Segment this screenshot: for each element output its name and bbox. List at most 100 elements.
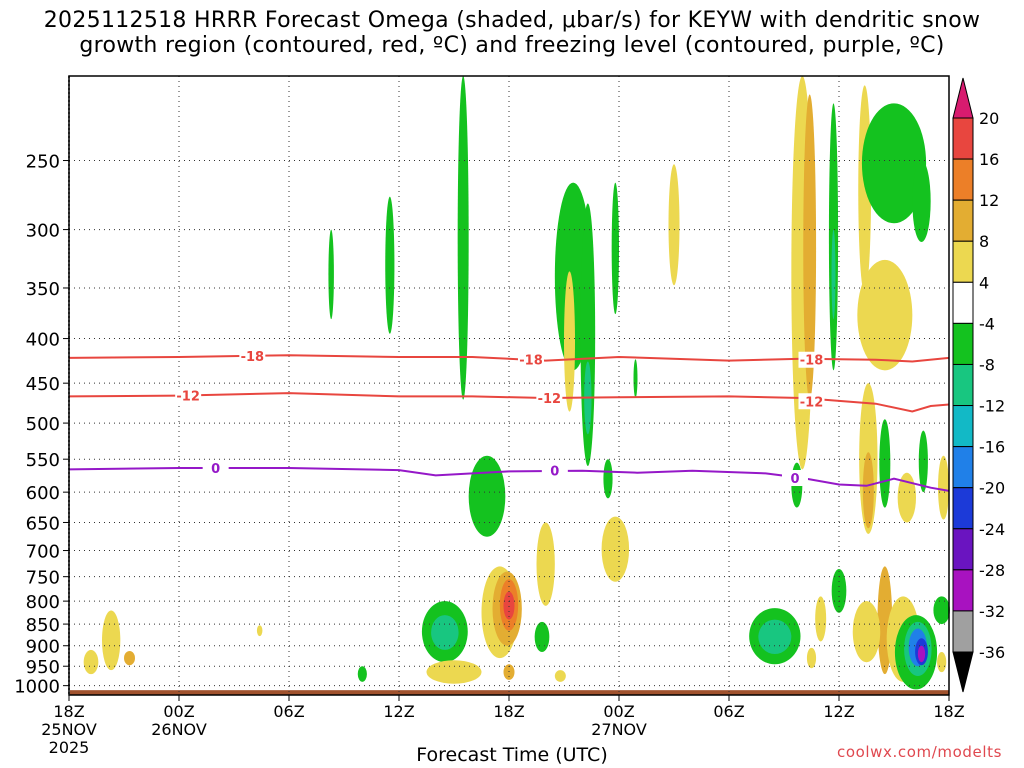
omega-cell-2 — [124, 650, 135, 666]
x-tick-label-0-1: 25NOV — [41, 720, 97, 739]
omega-cell-22 — [564, 271, 575, 412]
y-tick-label-550: 550 — [26, 450, 60, 471]
omega-cell-16 — [536, 522, 555, 606]
x-tick-label-0-2: 2025 — [49, 738, 90, 757]
contour-label-dgz-top-2: -18 — [800, 354, 824, 369]
contour-dgz-top — [68, 354, 950, 363]
contour-label-bg-freezing-level-2 — [782, 469, 808, 486]
omega-cell-24 — [601, 516, 630, 582]
contour-label-dgz-top-0: -18 — [241, 350, 265, 365]
colorbar-label-5: -4 — [979, 314, 995, 333]
omega-cell-55 — [815, 596, 827, 642]
omega-cell-41 — [879, 419, 891, 508]
y-tick-label-450: 450 — [26, 374, 60, 395]
omega-cell-58 — [328, 229, 334, 320]
x-tick-label-48-0: 18Z — [933, 702, 964, 721]
omega-cell-14 — [426, 660, 482, 684]
colorbar-label-4: 4 — [979, 273, 989, 292]
colorbar: 20 16 12 8 4 -4 -8 -12 -16 -20 -24 -28 -32 -36 — [952, 77, 1005, 693]
x-tick-label-18-0: 12Z — [383, 702, 414, 721]
contour-label-dgz-bottom-1: -12 — [538, 392, 562, 407]
colorbar-band-1 — [952, 117, 974, 160]
x-tick-label-0-0: 18Z — [53, 702, 84, 721]
colorbar-label-0: 20 — [979, 109, 999, 128]
colorbar-band-12 — [952, 569, 974, 612]
contour-label-bg-dgz-bottom-2 — [798, 393, 825, 410]
x-tick-label-6-0: 00Z — [163, 702, 194, 721]
chart-title-line-2: growth region (contoured, red, ºC) and f… — [79, 33, 945, 58]
omega-cell-57 — [852, 601, 881, 663]
contour-dgz-bottom — [68, 392, 950, 413]
colorbar-label-1: 16 — [979, 150, 999, 169]
omega-cell-34 — [831, 229, 836, 320]
colorbar-label-13: -36 — [979, 643, 1005, 662]
y-tick-label-300: 300 — [26, 221, 60, 242]
colorbar-band-3 — [952, 199, 974, 242]
omega-cell-52 — [933, 596, 950, 625]
colorbar-label-2: 12 — [979, 191, 999, 210]
y-tick-label-950: 950 — [26, 657, 60, 678]
gridlines — [69, 76, 949, 695]
x-tick-label-30-1: 27NOV — [591, 720, 647, 739]
omega-cell-31 — [758, 619, 792, 655]
x-axis-label: Forecast Time (UTC) — [416, 744, 608, 766]
contour-label-dgz-top-1: -18 — [519, 354, 543, 369]
colorbar-band-13 — [952, 610, 974, 653]
chart-title-line-1: 2025112518 HRRR Forecast Omega (shaded, … — [43, 8, 981, 33]
x-tick-label-24-0: 18Z — [493, 702, 524, 721]
omega-cell-13 — [503, 591, 515, 620]
contour-freezing-level — [68, 467, 950, 492]
colorbar-label-10: -24 — [979, 520, 1005, 539]
watermark: coolwx.com/modelts — [837, 743, 1002, 761]
contour-label-freezing-level-0: 0 — [211, 462, 220, 477]
y-tick-label-750: 750 — [26, 568, 60, 589]
colorbar-band-10 — [952, 487, 974, 530]
y-tick-label-250: 250 — [26, 152, 60, 173]
contours: -18 -18 -18 -12 -12 -12 0 0 0 — [68, 348, 950, 492]
omega-cell-51 — [938, 455, 949, 520]
colorbar-bottom-arrow — [952, 651, 974, 693]
omega-cell-17 — [534, 621, 550, 652]
omega-cell-50 — [918, 430, 928, 493]
contour-label-bg-dgz-bottom-1 — [536, 390, 563, 407]
omega-cell-23 — [611, 182, 619, 315]
omega-cell-5 — [385, 196, 395, 334]
omega-cell-25 — [603, 459, 613, 499]
y-tick-label-800: 800 — [26, 592, 60, 613]
contour-label-bg-freezing-level-0 — [202, 460, 229, 477]
contour-label-freezing-level-1: 0 — [550, 465, 559, 480]
y-tick-label-1000: 1000 — [14, 677, 60, 698]
omega-cell-48 — [917, 645, 926, 663]
y-tick-label-350: 350 — [26, 279, 60, 300]
colorbar-band-9 — [952, 446, 974, 489]
colorbar-label-7: -12 — [979, 397, 1005, 416]
x-tick-label-12-0: 06Z — [273, 702, 304, 721]
omega-cell-39 — [861, 103, 927, 224]
y-tick-label-900: 900 — [26, 637, 60, 658]
x-tick-label-36-0: 06Z — [713, 702, 744, 721]
y-tick-label-600: 600 — [26, 483, 60, 504]
y-tick-label-400: 400 — [26, 330, 60, 351]
colorbar-band-2 — [952, 158, 974, 201]
colorbar-label-6: -8 — [979, 355, 995, 374]
colorbar-label-9: -20 — [979, 479, 1005, 498]
y-tick-label-850: 850 — [26, 615, 60, 636]
omega-cell-1 — [102, 610, 121, 671]
contour-label-bg-dgz-top-0 — [239, 348, 266, 365]
colorbar-label-11: -28 — [979, 561, 1005, 580]
contour-label-bg-dgz-top-2 — [798, 351, 825, 368]
y-tick-label-700: 700 — [26, 542, 60, 563]
colorbar-label-12: -32 — [979, 602, 1005, 621]
omega-shading — [70, 76, 950, 695]
colorbar-band-5 — [952, 281, 974, 324]
axes: 2503003504004505005506006507007508008509… — [14, 75, 965, 757]
colorbar-band-7 — [952, 363, 974, 407]
contour-label-dgz-bottom-0: -12 — [176, 390, 200, 405]
omega-cell-4 — [357, 666, 367, 682]
omega-cell-53 — [937, 651, 947, 673]
omega-cell-56 — [806, 647, 817, 669]
colorbar-label-8: -16 — [979, 438, 1005, 457]
y-tick-label-650: 650 — [26, 513, 60, 534]
